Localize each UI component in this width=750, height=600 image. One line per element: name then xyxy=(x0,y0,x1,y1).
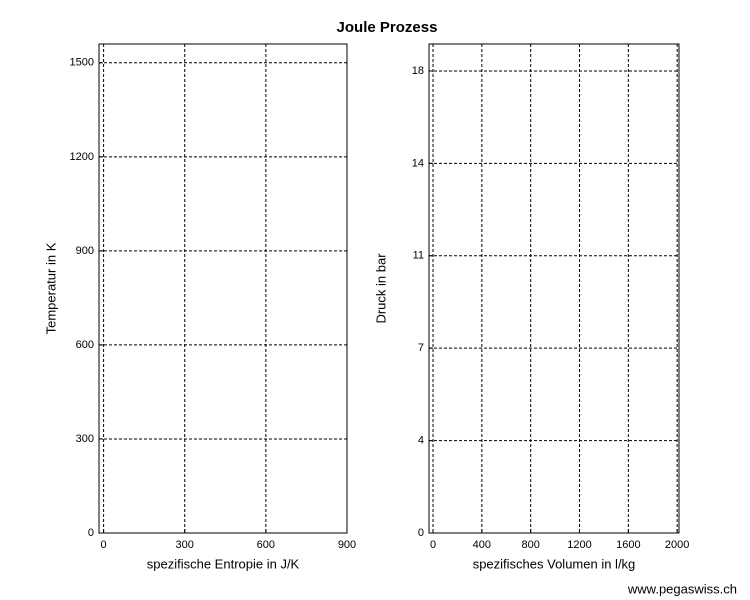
x-axis-label: spezifisches Volumen in l/kg xyxy=(473,556,636,571)
y-tick-label: 14 xyxy=(412,157,424,169)
x-tick-label: 0 xyxy=(101,539,107,551)
y-tick-label: 7 xyxy=(418,342,424,354)
x-tick-label: 2000 xyxy=(665,539,689,551)
x-tick-label: 300 xyxy=(176,539,194,551)
x-tick-label: 800 xyxy=(522,539,540,551)
plot-area xyxy=(98,43,348,534)
y-tick-label: 11 xyxy=(413,250,424,262)
y-tick-label: 4 xyxy=(418,434,424,446)
plot-area xyxy=(428,43,680,534)
x-tick-label: 400 xyxy=(473,539,491,551)
y-axis-label: Temperatur in K xyxy=(43,242,58,334)
y-tick-label: 900 xyxy=(76,245,94,257)
y-tick-label: 0 xyxy=(418,527,424,539)
y-tick-label: 0 xyxy=(88,527,94,539)
y-tick-label: 1500 xyxy=(70,57,94,69)
x-tick-label: 1200 xyxy=(567,539,591,551)
y-tick-label: 1200 xyxy=(70,151,94,163)
figure-title: Joule Prozess xyxy=(337,19,438,36)
x-tick-label: 0 xyxy=(430,539,436,551)
x-axis-label: spezifische Entropie in J/K xyxy=(147,556,300,571)
y-tick-label: 600 xyxy=(76,339,94,351)
y-tick-label: 18 xyxy=(412,65,424,77)
y-tick-label: 300 xyxy=(76,433,94,445)
x-tick-label: 900 xyxy=(338,539,356,551)
x-tick-label: 1600 xyxy=(616,539,640,551)
y-axis-label: Druck in bar xyxy=(373,253,388,324)
watermark: www.pegaswiss.ch xyxy=(627,581,737,596)
x-tick-label: 600 xyxy=(257,539,275,551)
